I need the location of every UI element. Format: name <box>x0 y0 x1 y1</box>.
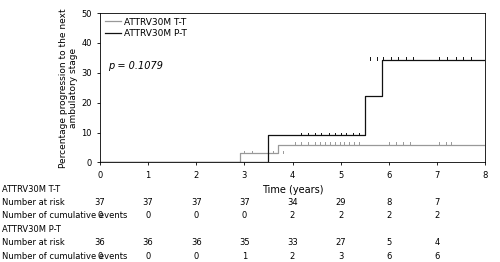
Text: 0: 0 <box>194 252 199 261</box>
Text: 6: 6 <box>386 252 392 261</box>
Y-axis label: Percentage progression to the next
ambulatory stage: Percentage progression to the next ambul… <box>59 8 78 168</box>
Text: Number of cumulative events: Number of cumulative events <box>2 211 128 220</box>
Text: 36: 36 <box>94 238 106 247</box>
Text: 27: 27 <box>336 238 346 247</box>
Text: Number at risk: Number at risk <box>2 238 65 247</box>
Text: 6: 6 <box>434 252 440 261</box>
Text: 29: 29 <box>336 198 346 207</box>
Text: 34: 34 <box>287 198 298 207</box>
Text: Number at risk: Number at risk <box>2 198 65 207</box>
Legend: ATTRV30M T-T, ATTRV30M P-T: ATTRV30M T-T, ATTRV30M P-T <box>104 18 187 38</box>
Text: 7: 7 <box>434 198 440 207</box>
Text: 0: 0 <box>146 211 151 220</box>
Text: 2: 2 <box>434 211 440 220</box>
Text: 36: 36 <box>191 238 202 247</box>
Text: 0: 0 <box>194 211 199 220</box>
Text: Number of cumulative events: Number of cumulative events <box>2 252 128 261</box>
Text: 2: 2 <box>290 252 295 261</box>
Text: 35: 35 <box>239 238 250 247</box>
Text: 2: 2 <box>338 211 343 220</box>
Text: ATTRV30M T-T: ATTRV30M T-T <box>2 185 60 194</box>
Text: 0: 0 <box>146 252 151 261</box>
Text: 0: 0 <box>98 211 102 220</box>
Text: ATTRV30M P-T: ATTRV30M P-T <box>2 225 62 234</box>
Text: 5: 5 <box>386 238 392 247</box>
Text: 8: 8 <box>386 198 392 207</box>
Text: 36: 36 <box>143 238 154 247</box>
Text: 37: 37 <box>239 198 250 207</box>
Text: 2: 2 <box>290 211 295 220</box>
Text: 3: 3 <box>338 252 344 261</box>
Text: 1: 1 <box>242 252 247 261</box>
Text: 37: 37 <box>191 198 202 207</box>
Text: 0: 0 <box>98 252 102 261</box>
Text: 0: 0 <box>242 211 247 220</box>
Text: 37: 37 <box>143 198 154 207</box>
Text: 37: 37 <box>94 198 106 207</box>
Text: 2: 2 <box>386 211 392 220</box>
Text: p = 0.1079: p = 0.1079 <box>108 61 162 71</box>
Text: 4: 4 <box>434 238 440 247</box>
Text: 33: 33 <box>287 238 298 247</box>
X-axis label: Time (years): Time (years) <box>262 185 323 195</box>
